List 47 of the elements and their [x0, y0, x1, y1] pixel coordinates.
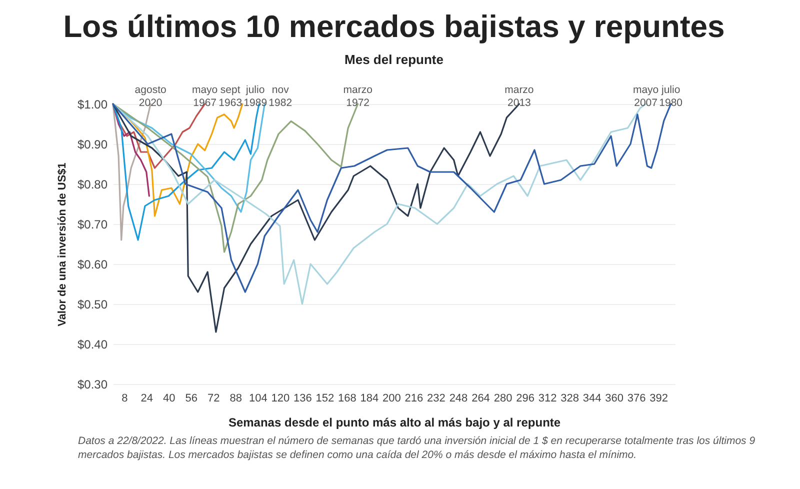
- x-tick-label: 312: [538, 392, 557, 404]
- x-tick-label: 280: [494, 392, 512, 404]
- x-tick-label: 232: [427, 392, 446, 404]
- series-label: marzo 2013: [504, 84, 534, 109]
- x-tick-label: 344: [582, 392, 602, 404]
- x-tick-label: 296: [516, 392, 534, 404]
- x-tick-label: 72: [208, 392, 220, 404]
- series-label: julio 1980: [659, 84, 683, 109]
- y-tick-label: $0.30: [77, 378, 108, 392]
- x-tick-label: 40: [163, 392, 176, 404]
- x-tick-label: 184: [360, 392, 379, 404]
- x-axis-title: Semanas desde el punto más alto al más bajo y al repunte: [228, 416, 561, 430]
- series-label: mayo 2007: [632, 84, 659, 109]
- y-tick-label: $1.00: [77, 98, 108, 112]
- x-tick-label: 88: [230, 392, 242, 404]
- x-tick-label: 376: [627, 392, 646, 404]
- y-tick-label: $0.40: [77, 338, 108, 352]
- chart-title: Los últimos 10 mercados bajistas y repuntes: [63, 9, 725, 44]
- y-axis-title: Valor de una inversión de US$1: [56, 162, 68, 326]
- x-tick-label: 264: [472, 392, 490, 404]
- y-tick-label: $0.90: [77, 138, 108, 152]
- x-tick-label: 104: [248, 392, 268, 404]
- y-tick-label: $0.50: [77, 298, 108, 312]
- y-tick-label: $0.60: [77, 258, 108, 272]
- x-tick-label: 328: [560, 392, 579, 404]
- x-tick-label: 360: [605, 392, 624, 404]
- series-label: marzo 1972: [343, 84, 373, 109]
- x-tick-label: 152: [316, 392, 334, 404]
- legend-title: Mes del repunte: [344, 52, 444, 67]
- x-tick-label: 216: [404, 392, 424, 404]
- y-tick-label: $0.80: [77, 178, 108, 192]
- x-tick-label: 392: [650, 392, 668, 404]
- x-tick-label: 24: [140, 392, 154, 404]
- x-tick-label: 248: [449, 392, 468, 404]
- x-tick-label: 136: [294, 392, 312, 404]
- y-tick-label: $0.70: [77, 218, 108, 232]
- x-tick-label: 120: [271, 392, 290, 404]
- series-label: mayo 1967: [192, 84, 218, 109]
- x-tick-label: 8: [122, 392, 128, 404]
- series-label: julio 1989: [244, 84, 268, 109]
- series-label: sept 1963: [218, 84, 242, 109]
- series-label: agosto 2020: [134, 84, 166, 109]
- x-tick-label: 168: [338, 392, 356, 404]
- text: Datos a 22/8/2022. Las líneas muestran el número de semanas que tardó una inversión inicial de 1 $ en recuperarse totalmente tras los últimos 9 mercados bajistas. Los mercados bajistas se definen como una caída del 20% o más desde el máximo hasta el mínimo.: [78, 434, 756, 462]
- x-tick-label: 56: [185, 392, 198, 404]
- series-label: nov 1982: [268, 84, 292, 109]
- x-tick-label: 200: [382, 392, 401, 404]
